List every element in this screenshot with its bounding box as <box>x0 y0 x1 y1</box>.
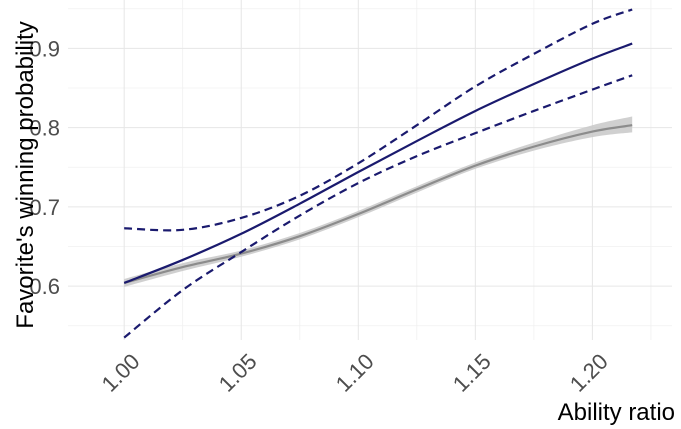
grid <box>68 0 672 340</box>
reference-line <box>123 124 633 285</box>
y-tick-label: 0.9 <box>29 36 60 61</box>
model-line <box>123 42 633 284</box>
x-tick-label: 1.20 <box>565 349 613 397</box>
x-tick-label: 1.15 <box>448 349 496 397</box>
y-tick-label: 0.8 <box>29 116 60 141</box>
x-axis-ticks: 1.00 1.05 1.10 1.15 1.20 <box>97 349 613 397</box>
reference-confidence-band <box>124 116 633 287</box>
y-axis-label: Favorite's winning probability <box>12 21 39 328</box>
x-axis-label: Ability ratio <box>558 399 675 426</box>
y-tick-label: 0.7 <box>29 195 60 220</box>
model-lower-line <box>123 74 633 339</box>
y-axis-ticks: 0.6 0.7 0.8 0.9 <box>29 36 60 299</box>
y-tick-label: 0.6 <box>29 274 60 299</box>
x-tick-label: 1.00 <box>97 349 145 397</box>
x-tick-label: 1.05 <box>214 349 262 397</box>
model-upper-line <box>124 8 633 232</box>
x-tick-label: 1.10 <box>331 349 379 397</box>
series-layer <box>123 8 633 339</box>
